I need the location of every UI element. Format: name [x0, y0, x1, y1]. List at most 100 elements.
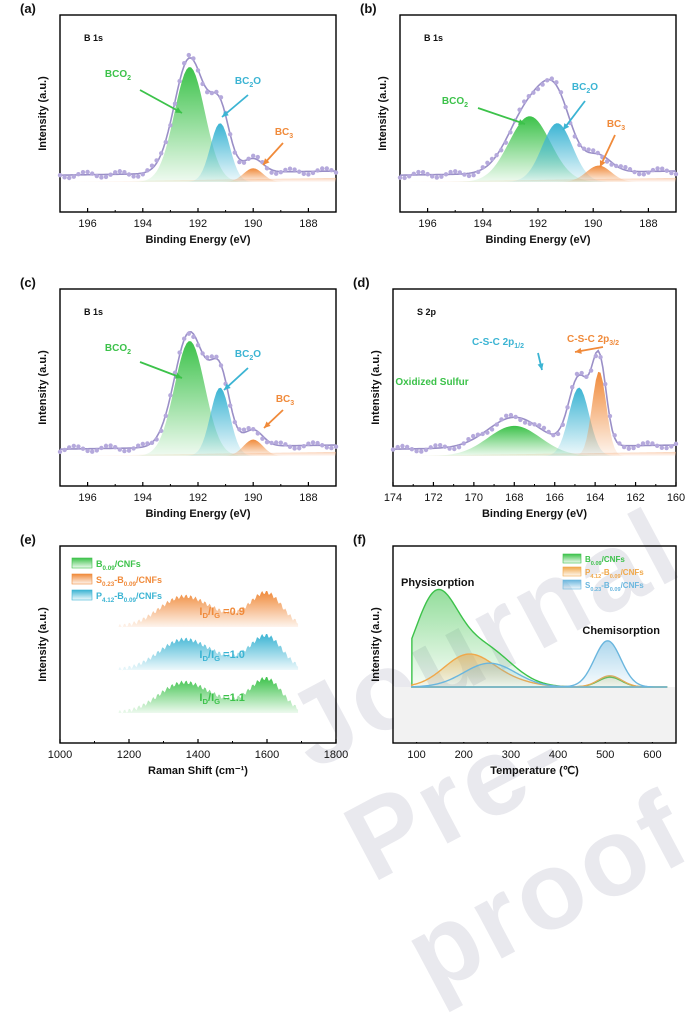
legend-entry: P4.12-B0.09/CNFs — [96, 591, 162, 604]
data-point — [609, 162, 614, 167]
data-point — [517, 107, 522, 112]
panel-label: (e) — [20, 532, 36, 547]
data-point — [623, 164, 628, 170]
data-point — [565, 405, 570, 410]
data-point — [397, 175, 403, 180]
raman-ratio-label: ID/IG =1.1 — [199, 692, 245, 706]
x-axis-label: Binding Energy (eV) — [485, 234, 590, 246]
x-tick-label: 192 — [189, 492, 207, 504]
data-point — [246, 156, 251, 162]
data-point — [659, 445, 665, 450]
data-point — [149, 440, 155, 445]
data-point — [646, 170, 651, 175]
data-point — [430, 174, 435, 179]
panel-label: (c) — [20, 275, 36, 290]
x-tick-label: 168 — [505, 492, 523, 504]
data-point — [287, 444, 293, 449]
peak-arrow — [537, 352, 544, 371]
raman-ratio-label: ID/IG =0.9 — [199, 606, 245, 620]
data-point — [632, 169, 637, 175]
data-point — [140, 172, 145, 177]
x-axis-label: Temperature (℃) — [490, 765, 579, 777]
x-tick-label: 188 — [299, 218, 317, 230]
data-point — [390, 447, 396, 452]
panel-title: B 1s — [84, 33, 103, 43]
data-point — [489, 156, 495, 162]
legend-entry: S0.23-B0.09/CNFs — [585, 581, 644, 593]
data-point — [416, 169, 421, 175]
data-point — [126, 448, 132, 453]
data-point — [200, 351, 205, 356]
data-point — [574, 371, 580, 377]
data-point — [292, 167, 297, 172]
data-point — [423, 447, 429, 453]
data-point — [315, 440, 320, 446]
data-point — [437, 443, 443, 448]
data-point — [508, 130, 513, 135]
data-point — [584, 374, 589, 380]
peak-arrow — [263, 409, 284, 429]
data-point — [283, 442, 288, 447]
data-point — [494, 153, 499, 158]
x-tick-label: 600 — [643, 749, 661, 761]
data-point — [603, 381, 608, 387]
data-point — [297, 446, 302, 451]
x-tick-label: 170 — [465, 492, 483, 504]
data-point — [513, 414, 518, 420]
data-point — [443, 172, 449, 177]
data-point — [581, 146, 587, 151]
data-point — [126, 172, 132, 177]
data-point — [209, 354, 214, 359]
data-point — [113, 170, 118, 175]
data-point — [324, 166, 329, 171]
data-point — [637, 171, 642, 177]
data-point — [563, 104, 568, 110]
data-point — [462, 172, 467, 177]
data-point — [218, 363, 224, 368]
data-point — [577, 142, 582, 148]
x-axis-label: Binding Energy (eV) — [145, 234, 250, 246]
data-point — [255, 431, 260, 436]
data-point — [400, 443, 405, 449]
data-point — [306, 172, 311, 177]
data-point — [122, 448, 127, 454]
peak-label: BCO2 — [442, 96, 468, 109]
legend-swatch — [71, 573, 93, 585]
data-point — [621, 444, 627, 450]
data-point — [434, 175, 439, 180]
data-point — [85, 169, 90, 175]
x-tick-label: 1800 — [324, 749, 348, 761]
data-point — [191, 56, 196, 61]
data-point — [168, 393, 173, 398]
data-point — [131, 174, 136, 179]
data-point — [414, 449, 419, 454]
peak-bc3 — [60, 168, 336, 182]
data-point — [195, 68, 201, 73]
data-point — [549, 76, 554, 81]
legend-swatch — [562, 566, 582, 577]
x-tick-label: 196 — [78, 492, 96, 504]
peak-bco2 — [60, 67, 336, 182]
peaks-3 — [390, 349, 679, 456]
data-point — [411, 171, 416, 176]
data-point — [395, 444, 400, 450]
data-point — [617, 441, 622, 446]
data-point — [466, 173, 472, 179]
data-point — [172, 101, 178, 106]
data-point — [631, 445, 636, 451]
data-point — [551, 432, 556, 438]
data-point — [94, 448, 100, 453]
data-point — [570, 385, 575, 390]
legend-swatch — [71, 557, 93, 569]
panel-label: (b) — [360, 1, 377, 16]
annotation-chemisorption: Chemisorption — [582, 625, 660, 637]
data-point — [246, 426, 251, 431]
data-point — [607, 413, 613, 419]
x-tick-label: 100 — [407, 749, 425, 761]
peak-arrow — [262, 142, 284, 166]
data-point — [310, 170, 316, 176]
data-point — [117, 169, 123, 174]
x-axis-label: Binding Energy (eV) — [145, 508, 250, 520]
data-point — [636, 443, 641, 449]
x-tick-label: 166 — [546, 492, 564, 504]
